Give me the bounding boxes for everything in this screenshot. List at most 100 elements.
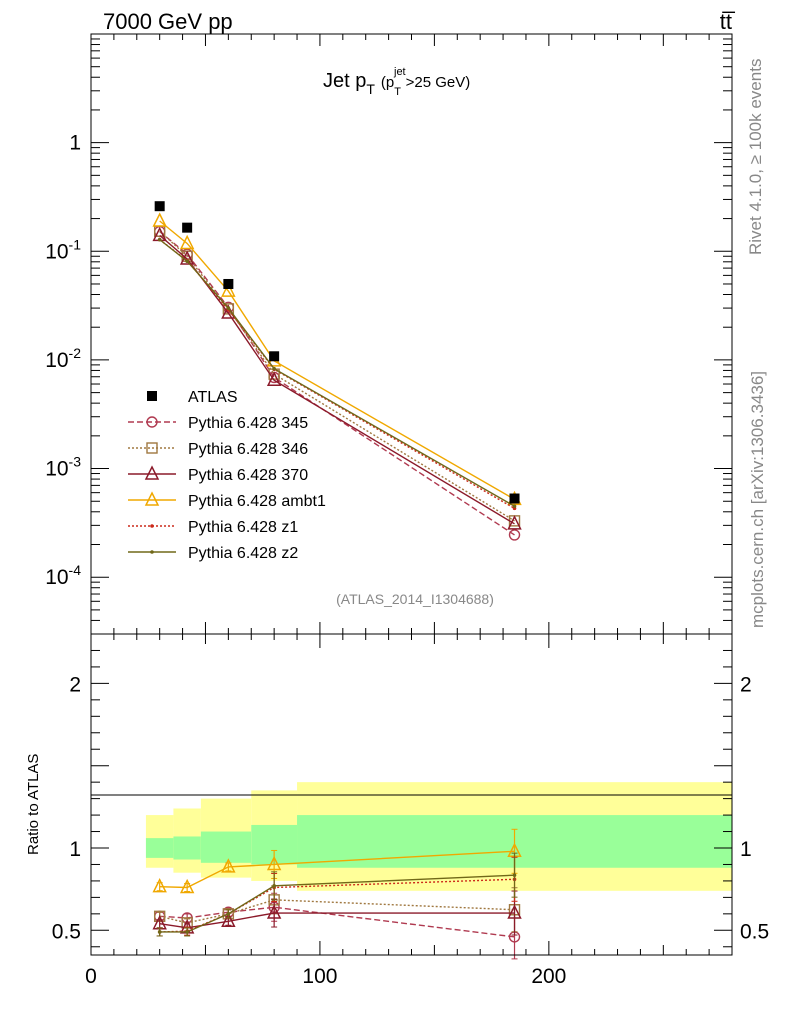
legend-label: ATLAS	[188, 389, 238, 406]
inner-band	[145, 838, 174, 858]
data-point	[152, 212, 167, 227]
legend-marker	[150, 550, 154, 554]
main-y-tick-label: 10-1	[45, 236, 81, 263]
ratio-tick-labels: 0.5 0.5 1 1 2 2 0 100 200	[52, 673, 769, 988]
plot-title: Jet pT (pTjet>25 GeV)	[323, 66, 470, 98]
ratio-data-point	[179, 878, 195, 894]
ratio-series-line	[159, 906, 515, 938]
process-label: tt̅	[720, 9, 736, 34]
main-y-tick-label: 10-3	[45, 454, 81, 481]
ratio-data-point	[507, 904, 522, 919]
ratio-data-point	[152, 878, 167, 893]
data-point	[179, 250, 195, 265]
ratio-y-tick-label-right: 1	[740, 838, 752, 861]
legend-label: Pythia 6.428 370	[188, 467, 308, 484]
legend-entry: Pythia 6.428 370	[128, 465, 308, 484]
series-atlas	[154, 201, 520, 504]
data-point	[179, 234, 195, 250]
series-pythia-6-428-z2	[157, 237, 517, 509]
series-line	[159, 220, 515, 501]
analysis-watermark: (ATLAS_2014_I1304688)	[336, 591, 494, 607]
data-point	[507, 515, 522, 530]
x-tick-label: 0	[85, 965, 97, 988]
series-line	[159, 230, 515, 536]
inner-band	[173, 836, 201, 860]
legend-marker	[146, 442, 158, 454]
tick-base: 10	[45, 240, 68, 263]
ratio-panel	[90, 633, 733, 960]
ratio-y-tick-label-left: 0.5	[52, 920, 81, 943]
legend-marker	[147, 391, 157, 401]
ratio-series-line	[159, 899, 515, 924]
data-point	[223, 278, 234, 289]
ratio-data-point	[157, 930, 162, 934]
x-tick-label: 100	[302, 965, 337, 988]
ratio-data-point	[272, 884, 276, 888]
rivet-label: Rivet 4.1.0, ≥ 100k events	[746, 59, 765, 255]
main-y-tick-label: 1	[69, 132, 81, 155]
legend-marker	[144, 491, 160, 506]
ratio-series-layer	[152, 828, 522, 960]
ratio-y-axis-label: Ratio to ATLAS	[25, 754, 42, 855]
ratio-y-tick-label-right: 2	[740, 673, 752, 696]
tick-base: 10	[45, 458, 68, 481]
data-point	[266, 371, 282, 386]
series-line	[159, 234, 515, 525]
inner-band	[200, 831, 252, 863]
main-series-layer	[152, 201, 522, 541]
ratio-panel-frame	[90, 633, 733, 956]
main-y-tick-label: 10-4	[45, 562, 81, 589]
ratio-data-point	[512, 873, 517, 877]
main-axis-ticks	[90, 33, 733, 635]
data-point	[157, 237, 162, 242]
legend-entry: ATLAS	[147, 389, 238, 406]
tick-exponent: -4	[69, 562, 82, 578]
data-point	[269, 351, 280, 362]
data-point	[182, 222, 193, 233]
data-point	[509, 493, 520, 504]
legend-label: Pythia 6.428 z1	[188, 519, 298, 536]
legend-marker	[146, 416, 158, 428]
tick-exponent: -1	[69, 236, 82, 252]
energy-label: 7000 GeV pp	[103, 9, 233, 34]
legend-marker	[144, 465, 160, 480]
ratio-data-point	[185, 930, 189, 934]
legend-entry: Pythia 6.428 z2	[128, 545, 298, 562]
data-point	[226, 306, 231, 310]
legend-marker	[150, 524, 154, 528]
site-label: mcplots.cern.ch [arXiv:1306.3436]	[748, 371, 767, 628]
ratio-data-point	[226, 912, 231, 916]
ratio-data-point	[221, 912, 236, 928]
ratio-axis-ticks	[90, 634, 733, 955]
main-panel	[90, 33, 733, 635]
ratio-data-point	[266, 904, 282, 919]
data-point	[272, 366, 276, 371]
tick-exponent: -3	[69, 454, 82, 470]
series-pythia-6-428-370	[152, 226, 522, 530]
ratio-uncertainty-bands	[145, 782, 732, 891]
ratio-data-point	[266, 855, 282, 871]
ratio-y-tick-label-right: 0.5	[740, 920, 769, 943]
x-tick-label: 200	[531, 965, 566, 988]
tick-base: 10	[45, 566, 68, 589]
data-point	[221, 282, 236, 297]
main-panel-frame	[90, 33, 733, 635]
tick-base: 10	[45, 349, 68, 372]
ratio-y-tick-label-left: 2	[69, 673, 81, 696]
main-y-tick-labels: 110-110-210-310-4	[45, 132, 81, 590]
main-y-tick-label: 10-2	[45, 345, 81, 372]
legend-entry: Pythia 6.428 345	[128, 415, 308, 432]
data-point	[508, 529, 521, 541]
legend-entry: Pythia 6.428 z1	[128, 519, 298, 536]
ratio-y-tick-label-left: 1	[69, 838, 81, 861]
data-point	[512, 504, 517, 509]
legend-label: Pythia 6.428 345	[188, 415, 308, 432]
tick-exponent: -2	[69, 345, 82, 361]
legend-entry: Pythia 6.428 346	[128, 441, 308, 458]
ratio-series-pythia-6-428-z2	[156, 852, 518, 937]
data-point	[185, 259, 189, 264]
legend-label: Pythia 6.428 346	[188, 441, 308, 458]
legend-label: Pythia 6.428 z2	[188, 545, 298, 562]
legend-entry: Pythia 6.428 ambt1	[128, 491, 326, 510]
